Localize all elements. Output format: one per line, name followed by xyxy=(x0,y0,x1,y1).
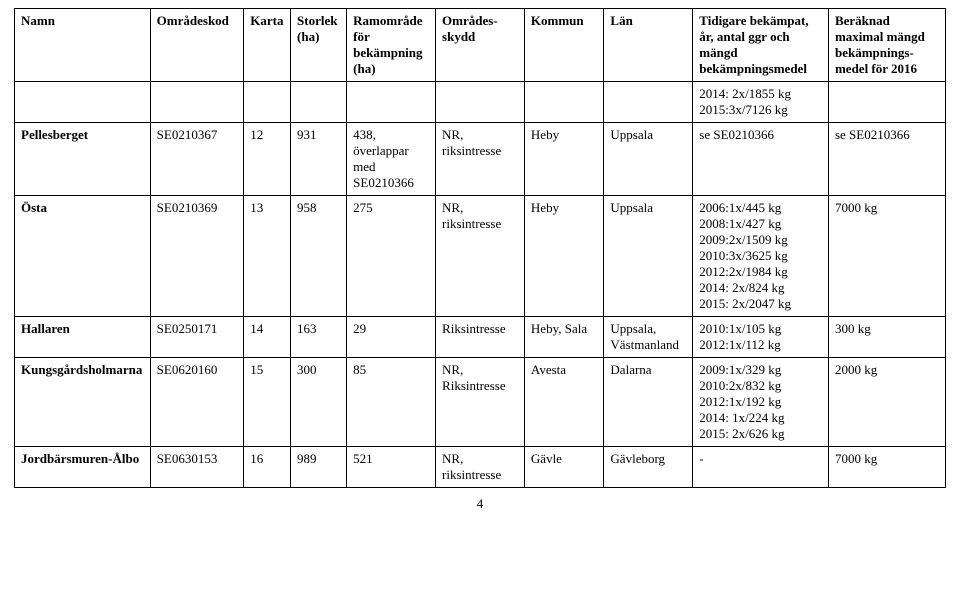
table-cell-namn: Hallaren xyxy=(15,317,151,358)
table-cell-lan: Uppsala xyxy=(604,196,693,317)
table-cell xyxy=(436,82,525,123)
table-cell xyxy=(828,82,945,123)
table-cell-kod: SE0620160 xyxy=(150,358,244,447)
table-row: ÖstaSE021036913958275NR, riksintresseHeb… xyxy=(15,196,946,317)
table-cell-lan: Uppsala, Västmanland xyxy=(604,317,693,358)
table-cell-storlek: 163 xyxy=(291,317,347,358)
table-cell xyxy=(150,82,244,123)
table-cell-skydd: NR, Riksintresse xyxy=(436,358,525,447)
table-cell-ram: 438, överlappar med SE0210366 xyxy=(347,123,436,196)
table-cell-kod: SE0210367 xyxy=(150,123,244,196)
table-cell xyxy=(524,82,604,123)
table-cell-lan: Gävleborg xyxy=(604,447,693,488)
column-header: Storlek (ha) xyxy=(291,9,347,82)
table-cell-tidigare: 2006:1x/445 kg2008:1x/427 kg2009:2x/1509… xyxy=(693,196,829,317)
table-cell-storlek: 931 xyxy=(291,123,347,196)
table-cell-ram: 85 xyxy=(347,358,436,447)
table-cell-beraknad: 7000 kg xyxy=(828,447,945,488)
table-cell-beraknad: 300 kg xyxy=(828,317,945,358)
table-cell-karta: 14 xyxy=(244,317,291,358)
table-body: 2014: 2x/1855 kg2015:3x/7126 kg Pellesbe… xyxy=(15,82,946,488)
table-header-row: NamnOmrådeskodKartaStorlek (ha)Ramområde… xyxy=(15,9,946,82)
column-header: Kommun xyxy=(524,9,604,82)
table-row: Jordbärsmuren-ÅlboSE063015316989521NR, r… xyxy=(15,447,946,488)
table-cell-kod: SE0630153 xyxy=(150,447,244,488)
table-cell-lan: Uppsala xyxy=(604,123,693,196)
column-header: Områdeskod xyxy=(150,9,244,82)
column-header: Beräknad maximal mängd bekämpnings-medel… xyxy=(828,9,945,82)
table-cell-karta: 13 xyxy=(244,196,291,317)
table-cell-tidigare: - xyxy=(693,447,829,488)
table-cell-tidigare: 2009:1x/329 kg2010:2x/832 kg2012:1x/192 … xyxy=(693,358,829,447)
table-cell-ram: 29 xyxy=(347,317,436,358)
table-cell xyxy=(291,82,347,123)
table-cell-kommun: Heby xyxy=(524,123,604,196)
table-cell-beraknad: se SE0210366 xyxy=(828,123,945,196)
table-cell-ram: 275 xyxy=(347,196,436,317)
table-cell-tidigare: 2010:1x/105 kg2012:1x/112 kg xyxy=(693,317,829,358)
table-cell-kod: SE0210369 xyxy=(150,196,244,317)
column-header: Ramområde för bekämpning (ha) xyxy=(347,9,436,82)
table-cell-namn: Kungsgårdsholmarna xyxy=(15,358,151,447)
table-cell-storlek: 958 xyxy=(291,196,347,317)
table-cell-kod: SE0250171 xyxy=(150,317,244,358)
table-cell-skydd: Riksintresse xyxy=(436,317,525,358)
table-cell-skydd: NR, riksintresse xyxy=(436,123,525,196)
table-cell-kommun: Avesta xyxy=(524,358,604,447)
table-cell-beraknad: 7000 kg xyxy=(828,196,945,317)
table-row: PellesbergetSE021036712931438, överlappa… xyxy=(15,123,946,196)
page-number: 4 xyxy=(14,488,946,518)
column-header: Områdes-skydd xyxy=(436,9,525,82)
table-cell xyxy=(244,82,291,123)
column-header: Tidigare bekämpat, år, antal ggr och män… xyxy=(693,9,829,82)
column-header: Karta xyxy=(244,9,291,82)
table-row: HallarenSE02501711416329RiksintresseHeby… xyxy=(15,317,946,358)
table-cell-skydd: NR, riksintresse xyxy=(436,447,525,488)
table-cell-namn: Pellesberget xyxy=(15,123,151,196)
table-row: KungsgårdsholmarnaSE06201601530085NR, Ri… xyxy=(15,358,946,447)
column-header: Län xyxy=(604,9,693,82)
table-row: 2014: 2x/1855 kg2015:3x/7126 kg xyxy=(15,82,946,123)
table-cell-namn: Östa xyxy=(15,196,151,317)
table-cell-lan: Dalarna xyxy=(604,358,693,447)
table-cell-kommun: Heby xyxy=(524,196,604,317)
table-cell-storlek: 300 xyxy=(291,358,347,447)
data-table: NamnOmrådeskodKartaStorlek (ha)Ramområde… xyxy=(14,8,946,488)
table-cell xyxy=(604,82,693,123)
table-cell-ram: 521 xyxy=(347,447,436,488)
table-cell-karta: 12 xyxy=(244,123,291,196)
table-cell-karta: 15 xyxy=(244,358,291,447)
table-cell-karta: 16 xyxy=(244,447,291,488)
table-cell-beraknad: 2000 kg xyxy=(828,358,945,447)
document-page: NamnOmrådeskodKartaStorlek (ha)Ramområde… xyxy=(0,0,960,518)
table-cell xyxy=(347,82,436,123)
table-cell xyxy=(15,82,151,123)
table-cell-storlek: 989 xyxy=(291,447,347,488)
table-cell-tidigare: 2014: 2x/1855 kg2015:3x/7126 kg xyxy=(693,82,829,123)
table-cell-kommun: Heby, Sala xyxy=(524,317,604,358)
table-cell-namn: Jordbärsmuren-Ålbo xyxy=(15,447,151,488)
table-cell-kommun: Gävle xyxy=(524,447,604,488)
table-cell-skydd: NR, riksintresse xyxy=(436,196,525,317)
table-cell-tidigare: se SE0210366 xyxy=(693,123,829,196)
column-header: Namn xyxy=(15,9,151,82)
